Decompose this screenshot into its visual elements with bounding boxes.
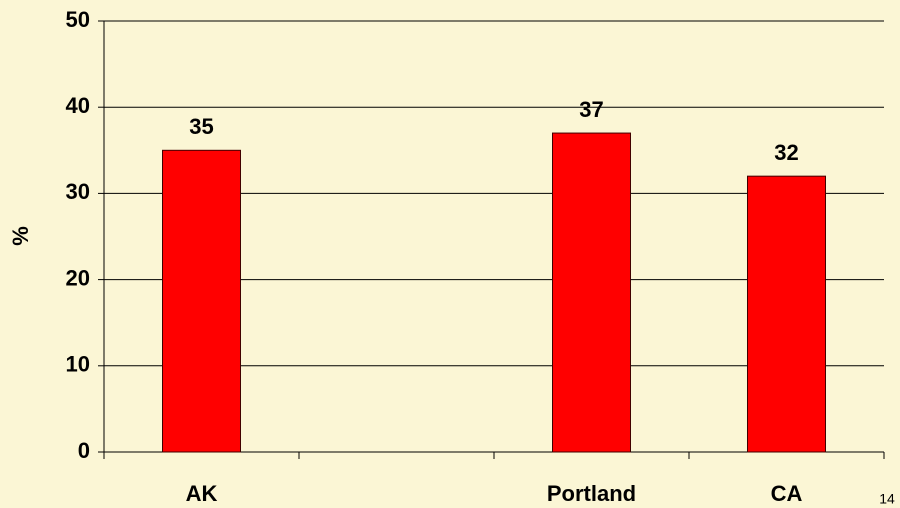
- y-tick-label: 10: [66, 352, 90, 377]
- x-tick-label: AK: [186, 481, 218, 506]
- value-label: 35: [189, 114, 213, 139]
- value-label: 32: [774, 140, 798, 165]
- y-tick-label: 40: [66, 93, 90, 118]
- bar: [552, 132, 631, 453]
- x-tick-label: CA: [771, 481, 803, 506]
- y-tick-label: 0: [78, 438, 90, 463]
- y-tick-label: 50: [66, 7, 90, 32]
- bar: [747, 175, 826, 453]
- y-tick-label: 30: [66, 179, 90, 204]
- slide-number: 14: [879, 491, 895, 507]
- x-tick-label: Portland: [547, 481, 636, 506]
- value-label: 37: [579, 97, 603, 122]
- y-tick-label: 20: [66, 265, 90, 290]
- y-axis-label: %: [8, 226, 33, 246]
- bar: [162, 149, 241, 453]
